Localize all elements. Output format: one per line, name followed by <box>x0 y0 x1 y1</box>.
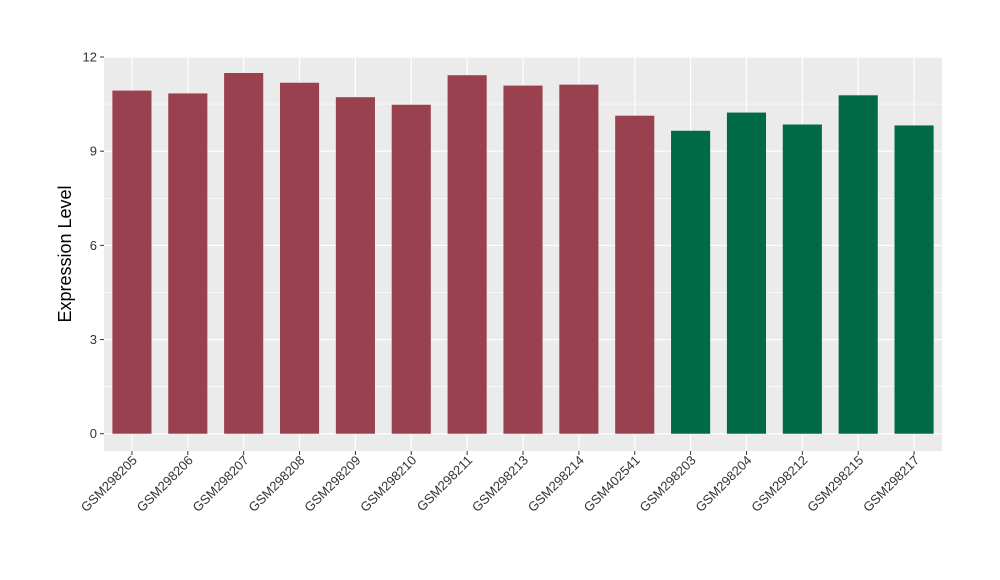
y-tick-label: 0 <box>90 426 97 441</box>
bar-GSM298210 <box>391 104 431 434</box>
x-tick-label: GSM298211 <box>414 453 476 515</box>
x-tick-label: GSM298209 <box>301 453 363 515</box>
x-tick-label: GSM298203 <box>636 453 698 515</box>
x-tick-label: GSM298213 <box>469 453 531 515</box>
y-tick-label: 9 <box>90 144 97 159</box>
x-tick-label: GSM298212 <box>748 453 810 515</box>
bar-GSM298217 <box>894 125 934 434</box>
x-tick-label: GSM298210 <box>357 453 419 515</box>
bar-GSM298205 <box>112 90 152 434</box>
x-tick-label: GSM402541 <box>581 453 643 515</box>
y-tick-label: 6 <box>90 238 97 253</box>
x-tick-label: GSM298206 <box>134 453 196 515</box>
x-tick-label: GSM298208 <box>245 453 307 515</box>
x-tick-label: GSM298214 <box>525 453 587 515</box>
bar-GSM298212 <box>782 124 822 434</box>
x-axis: GSM298205GSM298206GSM298207GSM298208GSM2… <box>78 451 922 515</box>
bar-GSM298213 <box>503 85 543 434</box>
x-tick-label: GSM298217 <box>860 453 922 515</box>
x-tick-label: GSM298205 <box>78 453 140 515</box>
y-axis-title: Expression Level <box>55 185 75 322</box>
x-tick-label: GSM298207 <box>190 453 252 515</box>
bar-GSM298206 <box>168 93 208 434</box>
bar-GSM298204 <box>726 112 767 434</box>
x-tick-label: GSM298204 <box>692 453 754 515</box>
bars <box>112 73 934 434</box>
bar-GSM298215 <box>838 95 878 434</box>
bar-GSM402541 <box>615 115 655 434</box>
bar-GSM298214 <box>559 84 599 434</box>
x-tick-label: GSM298215 <box>804 453 866 515</box>
bar-GSM298207 <box>224 73 264 434</box>
bar-GSM298211 <box>447 75 487 434</box>
bar-GSM298208 <box>279 82 320 434</box>
bar-GSM298209 <box>335 97 375 434</box>
bar-GSM298203 <box>671 130 711 434</box>
y-axis: 0 3 6 9 12 <box>83 50 104 441</box>
y-tick-label: 3 <box>90 332 97 347</box>
y-tick-label: 12 <box>83 50 97 65</box>
